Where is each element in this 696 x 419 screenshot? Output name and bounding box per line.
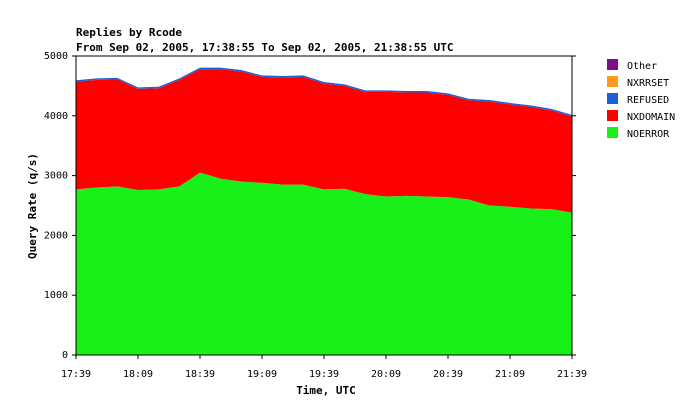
chart-subtitle: From Sep 02, 2005, 17:38:55 To Sep 02, 2…	[76, 41, 454, 54]
y-tick-label: 4000	[44, 111, 68, 122]
y-axis-label: Query Rate (q/s)	[26, 153, 39, 259]
series-area-nxdomain	[76, 69, 572, 213]
legend-label-other: Other	[627, 61, 657, 72]
y-tick-label: 1000	[44, 290, 68, 301]
legend-swatch-nxdomain	[607, 110, 618, 121]
x-tick-label: 17:39	[61, 369, 91, 380]
legend-label-noerror: NOERROR	[627, 129, 670, 140]
legend-swatch-refused	[607, 93, 618, 104]
y-tick-label: 3000	[44, 171, 68, 182]
legend-label-refused: REFUSED	[627, 95, 669, 106]
y-tick-label: 0	[62, 350, 68, 361]
legend-swatch-other	[607, 59, 618, 70]
legend: Other NXRRSET REFUSED NXDOMAIN NOERROR	[607, 59, 675, 140]
y-tick-label: 5000	[44, 51, 68, 62]
legend-swatch-noerror	[607, 127, 618, 138]
x-tick-label: 20:09	[371, 369, 401, 380]
chart-title: Replies by Rcode	[76, 26, 182, 39]
x-tick-label: 20:39	[433, 369, 463, 380]
legend-swatch-nxrrset	[607, 76, 618, 87]
x-tick-label: 18:39	[185, 369, 215, 380]
series-area-noerror	[76, 172, 572, 355]
plot-area: 0 1000 2000 3000 4000 5000 17:39 18:09 18:39 19:0…	[44, 51, 587, 380]
legend-label-nxrrset: NXRRSET	[627, 78, 669, 89]
legend-label-nxdomain: NXDOMAIN	[627, 112, 675, 123]
x-tick-label: 21:39	[557, 369, 587, 380]
x-axis-label: Time, UTC	[296, 384, 356, 397]
x-tick-label: 19:39	[309, 369, 339, 380]
y-tick-label: 2000	[44, 230, 68, 241]
x-tick-label: 18:09	[123, 369, 153, 380]
x-tick-label: 21:09	[495, 369, 525, 380]
x-tick-label: 19:09	[247, 369, 277, 380]
